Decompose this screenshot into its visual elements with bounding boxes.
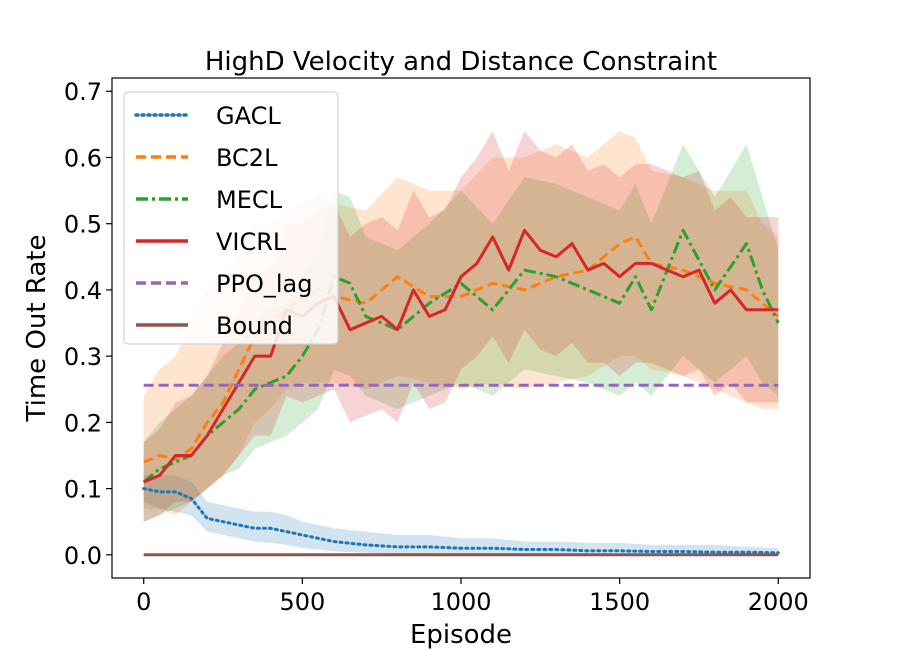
- legend-label-bound: Bound: [216, 312, 293, 340]
- x-tick-label: 500: [279, 588, 325, 616]
- legend: GACL BC2L MECL VICRL PPO_lag Bound: [123, 91, 339, 345]
- y-tick-label: 0.1: [64, 476, 102, 504]
- legend-label-mecl: MECL: [216, 186, 283, 214]
- series-line-vicrl: [143, 228, 779, 484]
- y-tick-label: 0.5: [64, 211, 102, 239]
- y-axis-ticks: 0.0 0.1 0.2 0.3 0.4 0.5 0.6 0.7: [64, 78, 112, 570]
- legend-label-gacl: GACL: [216, 102, 281, 130]
- chart-title: HighD Velocity and Distance Constraint: [205, 47, 717, 77]
- x-axis-ticks: 0 500 1000 1500 2000: [136, 578, 809, 616]
- y-tick-label: 0.0: [64, 542, 102, 570]
- x-tick-label: 1500: [589, 588, 650, 616]
- band-gacl: [143, 475, 779, 555]
- y-axis-label: Time Out Rate: [22, 235, 52, 423]
- y-tick-label: 0.4: [64, 277, 102, 305]
- x-tick-label: 2000: [748, 588, 809, 616]
- legend-label-ppo-lag: PPO_lag: [216, 270, 312, 298]
- legend-label-vicrl: VICRL: [216, 228, 287, 256]
- x-tick-label: 1000: [430, 588, 491, 616]
- y-tick-label: 0.2: [64, 409, 102, 437]
- x-tick-label: 0: [136, 588, 151, 616]
- legend-box: [123, 91, 339, 345]
- series-line-bc2l: [143, 235, 780, 464]
- y-tick-label: 0.3: [64, 343, 102, 371]
- y-tick-label: 0.7: [64, 78, 102, 106]
- series-line-mecl: [142, 228, 780, 484]
- series-lines: [142, 228, 780, 557]
- y-tick-label: 0.6: [64, 144, 102, 172]
- band-mecl: [143, 144, 779, 522]
- series-line-gacl: [142, 487, 780, 555]
- x-axis-label: Episode: [410, 620, 512, 650]
- legend-label-bc2l: BC2L: [216, 144, 278, 172]
